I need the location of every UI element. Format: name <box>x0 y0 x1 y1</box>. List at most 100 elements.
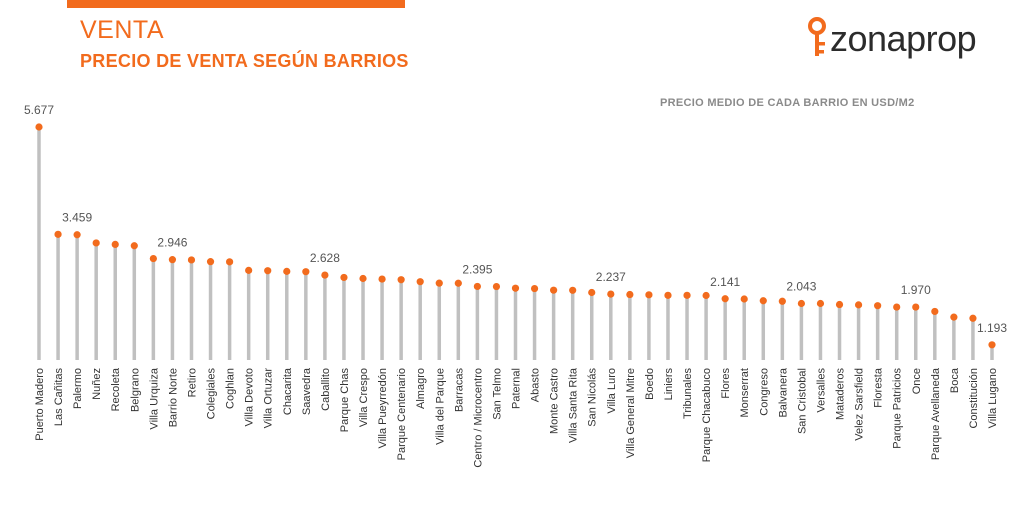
lollipop-dot <box>950 313 958 321</box>
lollipop-dot <box>550 286 558 294</box>
lollipop-dot <box>797 299 806 308</box>
key-icon <box>808 17 826 56</box>
lollipop-dot <box>759 297 767 305</box>
x-tick-label: Nuñez <box>91 368 103 400</box>
lollipop-dot <box>416 278 424 286</box>
x-tick-label: Flores <box>720 368 732 399</box>
x-tick-label: San Nicolás <box>587 368 599 427</box>
lollipop-dot <box>626 290 634 299</box>
x-tick-label: Palermo <box>72 368 84 409</box>
x-tick-label: Velez Sarsfield <box>854 368 866 441</box>
lollipop-dot <box>321 271 329 279</box>
lollipop-dot <box>683 291 691 299</box>
x-tick-label: Belgrano <box>129 368 141 412</box>
x-tick-label: Almagro <box>415 368 427 409</box>
lollipop-dot <box>569 286 577 294</box>
lollipop-dot <box>473 282 481 291</box>
x-tick-label: Villa General Mitre <box>625 368 637 458</box>
x-tick-label: Villa Urquiza <box>148 367 160 429</box>
lollipop-dot <box>149 254 157 263</box>
x-tick-label: Parque Centenario <box>396 368 408 460</box>
x-tick-label: Parque Chas <box>339 368 351 433</box>
data-label: 3.459 <box>62 211 92 225</box>
lollipop-dot <box>359 274 367 283</box>
lollipop-dot <box>912 303 920 311</box>
lollipop-dot <box>397 276 405 284</box>
lollipop-dot <box>54 230 62 238</box>
x-tick-label: Tribunales <box>682 368 694 419</box>
x-tick-label: Villa Luro <box>606 368 618 414</box>
x-tick-label: Paternal <box>511 368 523 409</box>
x-tick-label: Monserrat <box>739 368 751 418</box>
lollipop-dot <box>130 242 138 250</box>
data-label: 1.970 <box>901 283 931 297</box>
lollipop-dot <box>588 288 596 297</box>
data-label: 5.677 <box>24 103 54 117</box>
lollipop-dot <box>35 123 43 131</box>
x-tick-label: Mataderos <box>835 368 847 420</box>
x-tick-label: Villa Santa Rita <box>568 367 580 443</box>
lollipop-dot <box>245 266 253 274</box>
lollipop-dot <box>721 295 729 303</box>
page-title: VENTA <box>80 16 164 44</box>
x-tick-label: Once <box>911 368 923 394</box>
lollipop-dot <box>778 297 786 305</box>
x-tick-label: Boedo <box>644 368 656 400</box>
x-tick-label: Villa del Parque <box>434 368 446 445</box>
x-tick-label: Boca <box>949 367 961 393</box>
lollipop-dot <box>111 240 119 249</box>
lollipop-dot <box>302 268 310 276</box>
x-tick-label: Caballito <box>320 368 332 411</box>
lollipop-dot <box>988 341 996 349</box>
lollipop-dot <box>874 302 882 310</box>
data-label: 1.193 <box>977 321 1007 335</box>
lollipop-dot <box>340 273 348 282</box>
lollipop-dot <box>492 282 501 291</box>
top-accent-bar <box>67 0 405 8</box>
lollipop-dot <box>92 239 100 247</box>
page-subtitle: PRECIO DE VENTA SEGÚN BARRIOS <box>80 51 409 71</box>
x-tick-label: Monte Castro <box>549 368 561 434</box>
x-tick-label: Liniers <box>663 368 675 401</box>
lollipop-dot <box>435 279 443 287</box>
zonaprop-logo: zonaprop <box>806 14 1006 64</box>
lollipop-dot <box>835 300 844 309</box>
data-label: 2.237 <box>596 270 626 284</box>
lollipop-dot <box>187 256 196 264</box>
lollipop-dot <box>226 258 234 266</box>
data-label: 2.395 <box>462 262 492 276</box>
x-tick-label: Villa Crespo <box>358 368 370 427</box>
x-tick-label: Villa Lugano <box>987 368 999 428</box>
x-tick-label: Colegiales <box>206 368 218 420</box>
x-tick-label: Villa Pueyrredón <box>377 368 389 449</box>
x-tick-label: San Telmo <box>491 368 503 420</box>
lollipop-dot <box>893 303 901 311</box>
logo-wordmark: zonaprop <box>830 18 977 59</box>
data-label: 2.628 <box>310 251 340 265</box>
x-tick-label: Las Cañitas <box>53 368 65 427</box>
lollipop-dot <box>73 231 81 239</box>
lollipop-dot <box>702 291 710 300</box>
lollipop-dot <box>854 301 863 309</box>
x-tick-label: Parque Chacabuco <box>701 368 713 462</box>
x-tick-label: Coghlan <box>225 368 237 409</box>
lollipop-dot <box>378 275 386 283</box>
x-tick-label: Saavedra <box>301 367 313 415</box>
x-tick-label: Centro / Microcentro <box>472 368 484 468</box>
x-tick-label: Parque Avellaneda <box>930 367 942 460</box>
chart-caption: PRECIO MEDIO DE CADA BARRIO EN USD/M2 <box>660 97 915 109</box>
x-tick-label: Barrio Norte <box>167 368 179 427</box>
lollipop-dot <box>206 258 215 266</box>
lollipop-dot <box>530 284 539 293</box>
lollipop-dot <box>816 299 825 308</box>
x-tick-label: San Cristobal <box>796 368 808 434</box>
lollipop-dot <box>283 267 291 275</box>
x-tick-label: Floresta <box>873 367 885 408</box>
x-tick-label: Puerto Madero <box>34 368 46 441</box>
lollipop-dot <box>740 295 748 303</box>
lollipop-dot <box>454 279 462 287</box>
x-tick-label: Balvanera <box>777 367 789 417</box>
x-tick-label: Parque Patricios <box>892 368 904 449</box>
data-label: 2.946 <box>157 236 187 250</box>
